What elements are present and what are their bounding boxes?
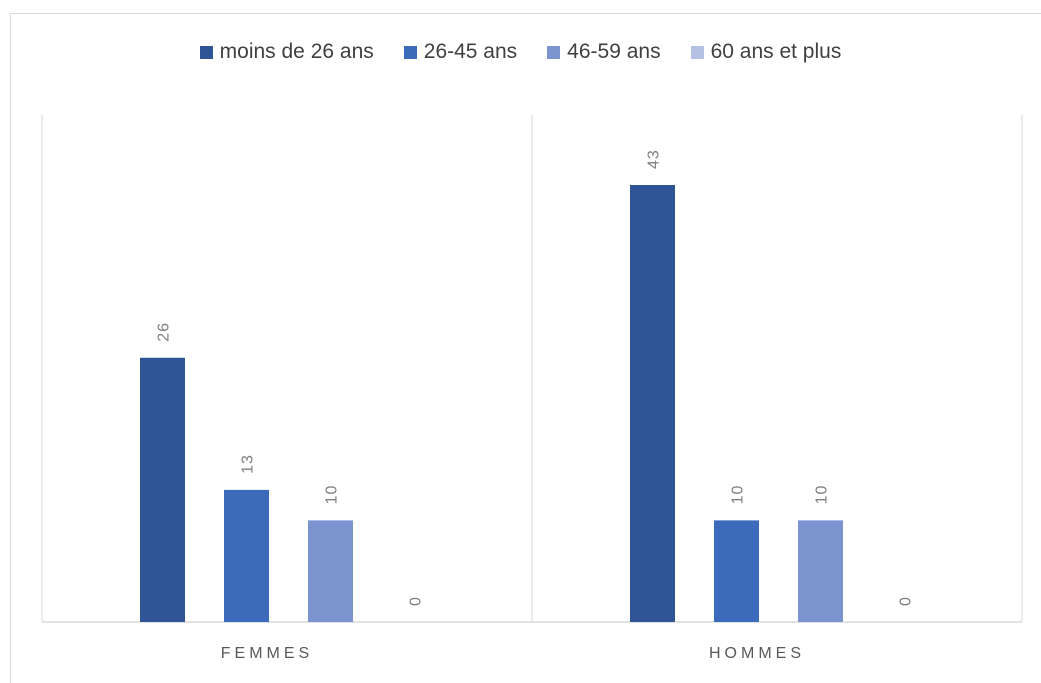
legend-label-moins-de-26-ans: moins de 26 ans: [219, 40, 374, 63]
data-label: 0: [408, 596, 425, 606]
bar-hommes-0: [630, 185, 675, 622]
bar-hommes-2: [798, 520, 843, 622]
legend-swatch-46-59-ans: [547, 45, 561, 59]
data-label: 13: [240, 454, 257, 474]
data-label: 43: [646, 149, 663, 169]
legend-swatch-moins-de-26-ans: [199, 45, 213, 59]
x-tick-label: FEMMES: [221, 645, 313, 662]
data-label: 10: [324, 485, 341, 505]
data-label: 10: [814, 485, 831, 505]
legend-item-moins-de-26-ans: moins de 26 ans: [199, 40, 374, 64]
bar-femmes-2: [308, 520, 353, 622]
data-label: 10: [730, 485, 747, 505]
legend-item-46-59-ans: 46-59 ans: [547, 40, 661, 64]
bar-femmes-0: [140, 357, 185, 622]
data-label: 26: [156, 322, 173, 342]
chart-frame: [10, 13, 1041, 683]
legend: moins de 26 ans 26-45 ans 46-59 ans 60 a…: [0, 40, 1041, 64]
legend-item-26-45-ans: 26-45 ans: [403, 40, 518, 64]
legend-swatch-60-ans-et-plus: [690, 45, 704, 59]
legend-label-26-45-ans: 26-45 ans: [423, 40, 518, 63]
legend-swatch-26-45-ans: [403, 45, 417, 59]
data-label: 0: [898, 596, 915, 606]
bar-hommes-1: [714, 520, 759, 622]
legend-label-46-59-ans: 46-59 ans: [567, 40, 661, 63]
x-tick-label: HOMMES: [709, 645, 805, 662]
legend-item-60-ans-et-plus: 60 ans et plus: [690, 40, 842, 64]
bar-femmes-1: [224, 489, 269, 622]
legend-label-60-ans-et-plus: 60 ans et plus: [710, 40, 842, 63]
